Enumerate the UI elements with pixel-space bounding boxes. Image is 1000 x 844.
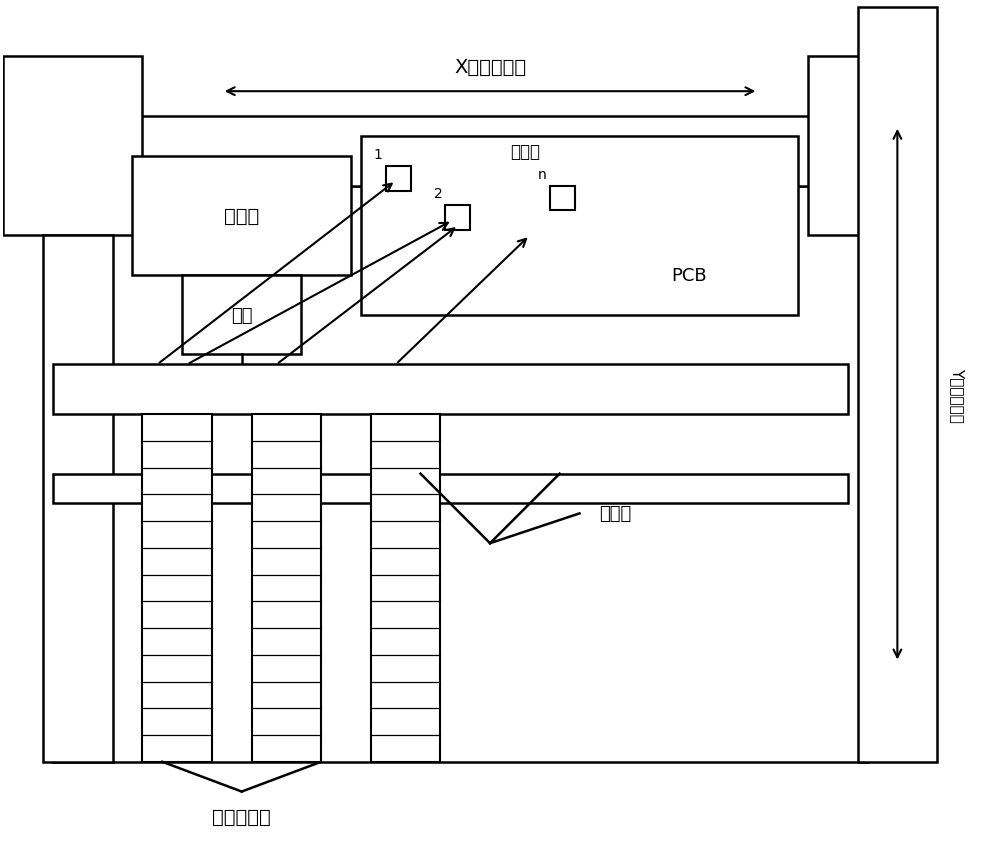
- Bar: [182, 276, 301, 355]
- Bar: [858, 8, 937, 762]
- Bar: [361, 137, 798, 316]
- Bar: [3, 57, 142, 236]
- Bar: [252, 414, 321, 762]
- Text: n: n: [538, 167, 547, 181]
- Bar: [53, 365, 848, 414]
- Bar: [371, 414, 440, 762]
- Text: 2: 2: [434, 187, 442, 201]
- Bar: [142, 414, 212, 762]
- Bar: [53, 187, 868, 762]
- Text: Y轴方向移动: Y轴方向移动: [949, 367, 964, 422]
- Text: 吸嘴: 吸嘴: [231, 306, 252, 324]
- Bar: [445, 206, 470, 231]
- Bar: [550, 187, 575, 211]
- Bar: [808, 57, 897, 236]
- Text: X轴方向移动: X轴方向移动: [454, 57, 526, 77]
- Text: 贴装头: 贴装头: [224, 207, 259, 225]
- Text: 智能供料器: 智能供料器: [212, 807, 271, 826]
- Text: PCB: PCB: [671, 267, 707, 284]
- Bar: [53, 116, 848, 187]
- Bar: [386, 166, 411, 192]
- Bar: [43, 236, 113, 762]
- Bar: [53, 474, 848, 504]
- Bar: [132, 157, 351, 276]
- Text: 1: 1: [374, 148, 383, 161]
- Text: 元器件: 元器件: [510, 143, 540, 160]
- Text: 供料槽: 供料槽: [599, 505, 632, 522]
